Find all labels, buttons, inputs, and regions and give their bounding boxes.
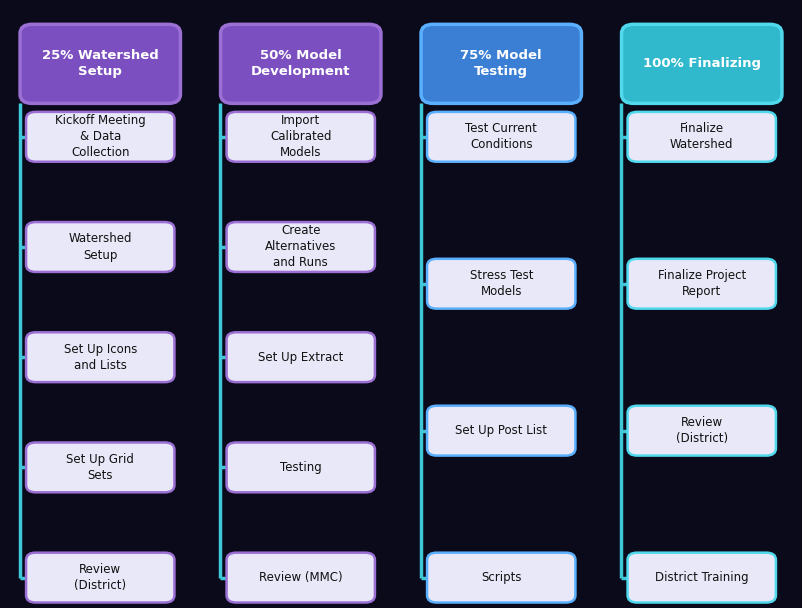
FancyBboxPatch shape	[427, 406, 576, 455]
Text: Test Current
Conditions: Test Current Conditions	[465, 122, 537, 151]
FancyBboxPatch shape	[427, 553, 576, 603]
Text: Finalize Project
Report: Finalize Project Report	[658, 269, 746, 299]
Text: Scripts: Scripts	[481, 571, 521, 584]
FancyBboxPatch shape	[427, 259, 576, 309]
Text: Testing: Testing	[280, 461, 322, 474]
Text: District Training: District Training	[655, 571, 748, 584]
FancyBboxPatch shape	[26, 112, 175, 162]
FancyBboxPatch shape	[26, 222, 175, 272]
FancyBboxPatch shape	[627, 553, 776, 603]
FancyBboxPatch shape	[427, 112, 576, 162]
Text: 100% Finalizing: 100% Finalizing	[642, 57, 761, 71]
Text: 75% Model
Testing: 75% Model Testing	[460, 49, 542, 78]
Text: 25% Watershed
Setup: 25% Watershed Setup	[42, 49, 159, 78]
Text: Set Up Icons
and Lists: Set Up Icons and Lists	[63, 343, 137, 371]
Text: Stress Test
Models: Stress Test Models	[469, 269, 533, 299]
FancyBboxPatch shape	[627, 259, 776, 309]
FancyBboxPatch shape	[627, 112, 776, 162]
FancyBboxPatch shape	[226, 222, 375, 272]
Text: Set Up Grid
Sets: Set Up Grid Sets	[67, 453, 134, 482]
Text: Review (MMC): Review (MMC)	[259, 571, 342, 584]
Text: Kickoff Meeting
& Data
Collection: Kickoff Meeting & Data Collection	[55, 114, 146, 159]
FancyBboxPatch shape	[221, 24, 381, 103]
FancyBboxPatch shape	[627, 406, 776, 455]
FancyBboxPatch shape	[26, 443, 175, 492]
FancyBboxPatch shape	[226, 443, 375, 492]
FancyBboxPatch shape	[26, 332, 175, 382]
FancyBboxPatch shape	[226, 112, 375, 162]
Text: Set Up Post List: Set Up Post List	[456, 424, 547, 437]
Text: Create
Alternatives
and Runs: Create Alternatives and Runs	[265, 224, 336, 269]
FancyBboxPatch shape	[226, 553, 375, 603]
FancyBboxPatch shape	[622, 24, 782, 103]
Text: Finalize
Watershed: Finalize Watershed	[670, 122, 734, 151]
Text: Import
Calibrated
Models: Import Calibrated Models	[270, 114, 331, 159]
FancyBboxPatch shape	[26, 553, 175, 603]
Text: Review
(District): Review (District)	[75, 563, 126, 592]
FancyBboxPatch shape	[421, 24, 581, 103]
Text: Review
(District): Review (District)	[676, 416, 727, 445]
Text: 50% Model
Development: 50% Model Development	[251, 49, 350, 78]
Text: Watershed
Setup: Watershed Setup	[68, 232, 132, 261]
FancyBboxPatch shape	[226, 332, 375, 382]
Text: Set Up Extract: Set Up Extract	[258, 351, 343, 364]
FancyBboxPatch shape	[20, 24, 180, 103]
